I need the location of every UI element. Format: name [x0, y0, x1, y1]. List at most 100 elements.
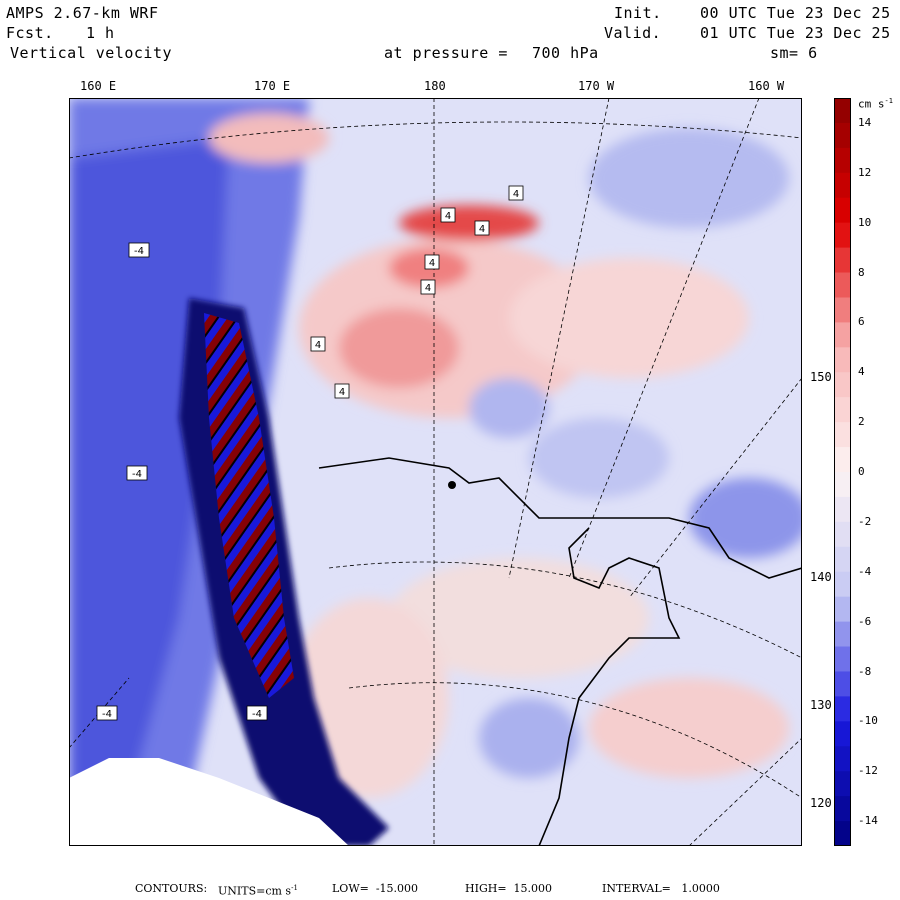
footer-units-exponent: -1	[291, 884, 298, 892]
colorbar-cells	[834, 98, 851, 846]
colorbar-cell	[834, 397, 851, 423]
contour-label-11: -4	[252, 709, 262, 720]
lon-label-160e: 160 E	[80, 79, 117, 93]
lon-label-180: 180	[424, 79, 446, 93]
model-title: AMPS 2.67-km WRF	[6, 4, 159, 22]
colorbar-tick-label: 4	[858, 365, 865, 379]
footer-low: LOW= -15.000	[332, 882, 419, 895]
valid-label: Valid.	[604, 24, 662, 42]
coastline-north	[318, 457, 802, 579]
colorbar-cell	[834, 796, 851, 822]
contour-box-5	[420, 279, 436, 295]
colorbar-cell	[834, 447, 851, 473]
ice-region	[69, 758, 349, 846]
contour-label-3: 4	[513, 189, 519, 200]
colorbar-cell	[834, 147, 851, 174]
contour-box-3	[508, 185, 524, 201]
contour-label-1: 4	[445, 211, 451, 222]
footer-units-text: UNITS=cm s	[218, 884, 292, 898]
contour-box-4	[424, 254, 440, 270]
colorbar	[834, 98, 851, 846]
colorbar-cell	[834, 122, 851, 149]
lon-label-170e: 170 E	[254, 79, 291, 93]
colorbar-units: cm s-1	[858, 94, 893, 112]
contour-label-9: -4	[132, 469, 142, 480]
footer-interval: INTERVAL= 1.0000	[602, 882, 720, 895]
vertical-velocity-map: 4 4 4 4 4 4 4 -4 -4 -4 -4	[69, 98, 802, 846]
colorbar-tick-label: -2	[858, 514, 872, 528]
init-time: 00 UTC Tue 23 Dec 25	[700, 4, 891, 22]
contour-labels: 4 4 4 4 4 4 4 -4 -4 -4 -4	[96, 185, 524, 721]
lon-label-160w: 160 W	[748, 79, 785, 93]
field-name: Vertical velocity	[10, 44, 173, 62]
colorbar-tick-label: -4	[858, 564, 872, 578]
contour-label-2: 4	[479, 224, 485, 235]
colorbar-tick-label: 8	[858, 265, 865, 279]
contour-box-2	[474, 220, 490, 236]
colorbar-cell	[834, 696, 851, 722]
colorbar-cell	[834, 596, 851, 623]
colorbar-tick-label: 10	[858, 215, 872, 229]
colorbar-cell	[834, 721, 851, 747]
colorbar-cell	[834, 172, 851, 199]
colorbar-cell	[834, 472, 851, 498]
contour-box-6	[310, 336, 326, 352]
lon-label-170w: 170 W	[578, 79, 615, 93]
colorbar-tick-label: -8	[858, 664, 872, 678]
colorbar-cell	[834, 771, 851, 797]
station-marker	[448, 481, 456, 489]
valid-time: 01 UTC Tue 23 Dec 25	[700, 24, 891, 42]
colorbar-cell	[834, 546, 851, 573]
colorbar-cell	[834, 297, 851, 323]
colorbar-units-exponent: -1	[884, 97, 893, 105]
colorbar-tick-label: 6	[858, 315, 865, 329]
colorbar-tick-label: -12	[858, 764, 878, 778]
colorbar-cell	[834, 222, 851, 249]
contour-label-6: 4	[315, 340, 321, 351]
colorbar-cell	[834, 347, 851, 373]
contour-label-4: 4	[429, 258, 435, 269]
colorbar-cell	[834, 272, 851, 298]
init-label: Init.	[614, 4, 662, 22]
colorbar-tick-label: 12	[858, 165, 872, 179]
colorbar-cell	[834, 247, 851, 274]
forecast-value: 1 h	[86, 24, 115, 42]
graticule	[69, 98, 802, 846]
footer-high: HIGH= 15.000	[465, 882, 553, 895]
contour-box-11	[246, 705, 268, 721]
contour-label-8: -4	[134, 246, 144, 257]
contour-box-10	[96, 705, 118, 721]
colorbar-cell	[834, 671, 851, 697]
colorbar-tick-label: -10	[858, 714, 878, 728]
colorbar-cell	[834, 521, 851, 548]
contour-label-10: -4	[102, 709, 112, 720]
wave-stripes	[204, 313, 294, 698]
colorbar-cell	[834, 496, 851, 523]
colorbar-tick-label: 2	[858, 415, 865, 429]
contour-box-7	[334, 383, 350, 399]
colorbar-cell	[834, 571, 851, 598]
contour-box-9	[126, 465, 148, 481]
pressure-label: at pressure =	[384, 44, 508, 62]
smoothing-value: sm= 6	[770, 44, 818, 62]
colorbar-cell	[834, 746, 851, 772]
colorbar-cell	[834, 322, 851, 348]
contour-box-1	[440, 207, 456, 223]
pressure-value: 700 hPa	[532, 44, 599, 62]
colorbar-cell	[834, 646, 851, 672]
colorbar-cell	[834, 422, 851, 448]
colorbar-units-text: cm s	[858, 97, 885, 111]
colorbar-tick-label: -6	[858, 614, 872, 628]
contour-label-7: 4	[339, 387, 345, 398]
map-frame	[69, 98, 802, 846]
footer-units: UNITS=cm s-1	[218, 882, 298, 898]
colorbar-tick-label: 0	[858, 465, 865, 478]
colorbar-cell	[834, 621, 851, 648]
forecast-label: Fcst.	[6, 24, 54, 42]
colorbar-cell	[834, 98, 851, 124]
colorbar-cell	[834, 372, 851, 398]
colorbar-tick-label: -14	[858, 814, 878, 828]
colorbar-frame	[834, 98, 851, 846]
colorbar-tick-label: 14	[858, 115, 872, 129]
colorbar-cell	[834, 197, 851, 224]
